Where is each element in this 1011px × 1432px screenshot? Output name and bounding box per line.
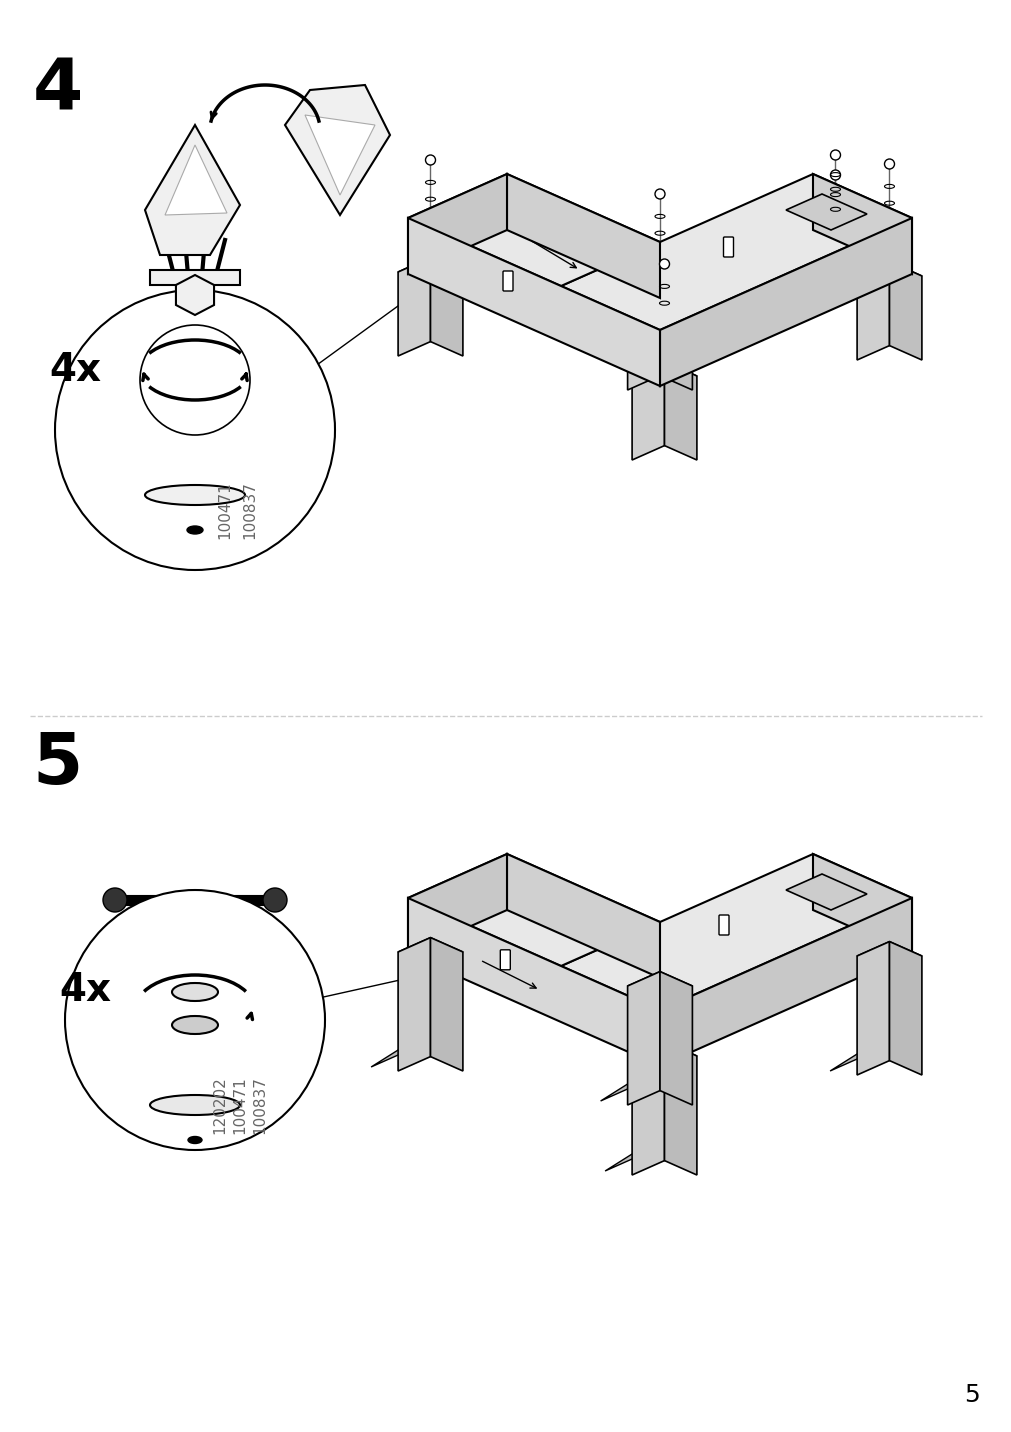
Polygon shape xyxy=(605,1140,664,1171)
Circle shape xyxy=(884,159,894,169)
Circle shape xyxy=(659,259,669,269)
Polygon shape xyxy=(856,942,921,971)
Polygon shape xyxy=(145,125,240,255)
Circle shape xyxy=(830,170,840,180)
Text: 5: 5 xyxy=(963,1383,979,1408)
Text: 4x: 4x xyxy=(59,971,111,1010)
Polygon shape xyxy=(627,971,692,1001)
Polygon shape xyxy=(150,271,240,285)
Circle shape xyxy=(654,189,664,199)
Polygon shape xyxy=(856,942,889,1075)
FancyBboxPatch shape xyxy=(723,238,733,256)
Polygon shape xyxy=(600,1070,659,1101)
Text: 100471: 100471 xyxy=(233,1075,248,1134)
Text: 120202: 120202 xyxy=(212,1075,227,1134)
Text: 4: 4 xyxy=(32,54,83,125)
Polygon shape xyxy=(659,218,911,387)
Polygon shape xyxy=(397,258,430,357)
Polygon shape xyxy=(430,258,462,357)
Circle shape xyxy=(65,891,325,1150)
Polygon shape xyxy=(560,853,911,1010)
Polygon shape xyxy=(632,1041,697,1070)
Polygon shape xyxy=(407,853,659,967)
Polygon shape xyxy=(407,853,507,954)
Polygon shape xyxy=(627,292,692,321)
Text: 100837: 100837 xyxy=(243,481,257,538)
FancyBboxPatch shape xyxy=(502,271,513,291)
Polygon shape xyxy=(371,1035,430,1067)
Circle shape xyxy=(830,150,840,160)
Circle shape xyxy=(103,888,126,912)
Polygon shape xyxy=(407,175,507,274)
FancyBboxPatch shape xyxy=(499,949,510,969)
Polygon shape xyxy=(407,898,659,1065)
Polygon shape xyxy=(856,262,921,291)
Polygon shape xyxy=(829,1040,889,1071)
Polygon shape xyxy=(165,145,226,215)
Polygon shape xyxy=(430,938,462,1071)
Polygon shape xyxy=(889,262,921,359)
Circle shape xyxy=(263,888,287,912)
Polygon shape xyxy=(176,275,214,315)
Polygon shape xyxy=(285,84,389,215)
Polygon shape xyxy=(507,853,659,978)
Polygon shape xyxy=(407,175,659,286)
Polygon shape xyxy=(889,942,921,1075)
Polygon shape xyxy=(397,258,462,286)
Polygon shape xyxy=(632,362,664,460)
Ellipse shape xyxy=(187,526,203,534)
Polygon shape xyxy=(664,1041,697,1176)
Polygon shape xyxy=(659,898,911,1065)
Ellipse shape xyxy=(172,1015,217,1034)
Polygon shape xyxy=(632,362,697,391)
Polygon shape xyxy=(397,938,462,967)
Polygon shape xyxy=(856,262,889,359)
Text: 100837: 100837 xyxy=(253,1075,267,1134)
Circle shape xyxy=(55,291,335,570)
Ellipse shape xyxy=(188,1137,202,1144)
Text: 5: 5 xyxy=(32,730,83,799)
Polygon shape xyxy=(304,115,375,195)
Polygon shape xyxy=(659,292,692,390)
Circle shape xyxy=(140,325,250,435)
Polygon shape xyxy=(659,971,692,1106)
Polygon shape xyxy=(627,292,659,390)
FancyBboxPatch shape xyxy=(718,915,728,935)
Ellipse shape xyxy=(145,485,245,505)
Polygon shape xyxy=(664,362,697,460)
Polygon shape xyxy=(407,218,659,387)
Circle shape xyxy=(425,155,435,165)
Polygon shape xyxy=(786,874,866,909)
Polygon shape xyxy=(632,1041,664,1176)
Polygon shape xyxy=(812,853,911,954)
Polygon shape xyxy=(560,175,911,329)
Polygon shape xyxy=(105,379,285,420)
Ellipse shape xyxy=(150,1095,240,1116)
Polygon shape xyxy=(627,971,659,1106)
Polygon shape xyxy=(812,175,911,274)
Text: 100471: 100471 xyxy=(217,481,233,538)
Ellipse shape xyxy=(172,982,217,1001)
Polygon shape xyxy=(507,175,659,298)
Polygon shape xyxy=(786,193,866,231)
Text: 4x: 4x xyxy=(49,351,101,390)
Polygon shape xyxy=(397,938,430,1071)
